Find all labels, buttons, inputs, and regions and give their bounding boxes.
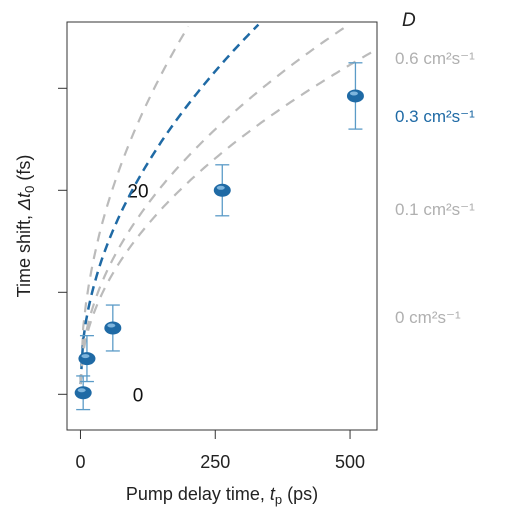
data-point-highlight	[216, 185, 225, 190]
data-point	[78, 352, 96, 366]
curve-label: 0.1 cm²s⁻¹	[395, 200, 475, 219]
data-point	[213, 183, 231, 197]
curve-label: 0.6 cm²s⁻¹	[395, 49, 475, 68]
y-axis-title: Time shift, Δt0 (fs)	[14, 155, 37, 298]
y-inline-label: 20	[127, 181, 148, 202]
x-axis-ticks	[79, 430, 351, 439]
curve-line	[79, 22, 351, 385]
y-axis-ticks	[58, 87, 67, 395]
y-inline-label: 0	[133, 385, 144, 406]
data-point	[74, 386, 92, 400]
curve-label: 0 cm²s⁻¹	[395, 308, 461, 327]
data-point-highlight	[107, 323, 116, 328]
data-point-highlight	[77, 388, 86, 393]
legend-title: D	[402, 10, 416, 31]
curve-line	[79, 48, 378, 385]
x-axis-tick-labels: 0 250 500	[75, 452, 365, 472]
data-points	[74, 62, 364, 411]
x-tick-label: 0	[75, 452, 85, 472]
curve-label: 0.3 cm²s⁻¹	[395, 107, 475, 126]
model-curves	[79, 22, 378, 385]
data-point	[346, 89, 364, 103]
x-tick-label: 500	[335, 452, 365, 472]
data-point-highlight	[349, 91, 358, 96]
data-point	[104, 321, 122, 335]
plot-frame	[66, 21, 378, 431]
curve-labels: 0.6 cm²s⁻¹ 0.3 cm²s⁻¹ 0.1 cm²s⁻¹ 0 cm²s⁻¹	[395, 49, 475, 327]
data-point-highlight	[81, 354, 90, 359]
curve-line	[79, 23, 260, 385]
curve-line	[79, 25, 190, 385]
y-axis-inline-labels: 0 20	[127, 181, 148, 406]
x-tick-label: 250	[200, 452, 230, 472]
x-axis-title: Pump delay time, tp (ps)	[126, 484, 318, 507]
